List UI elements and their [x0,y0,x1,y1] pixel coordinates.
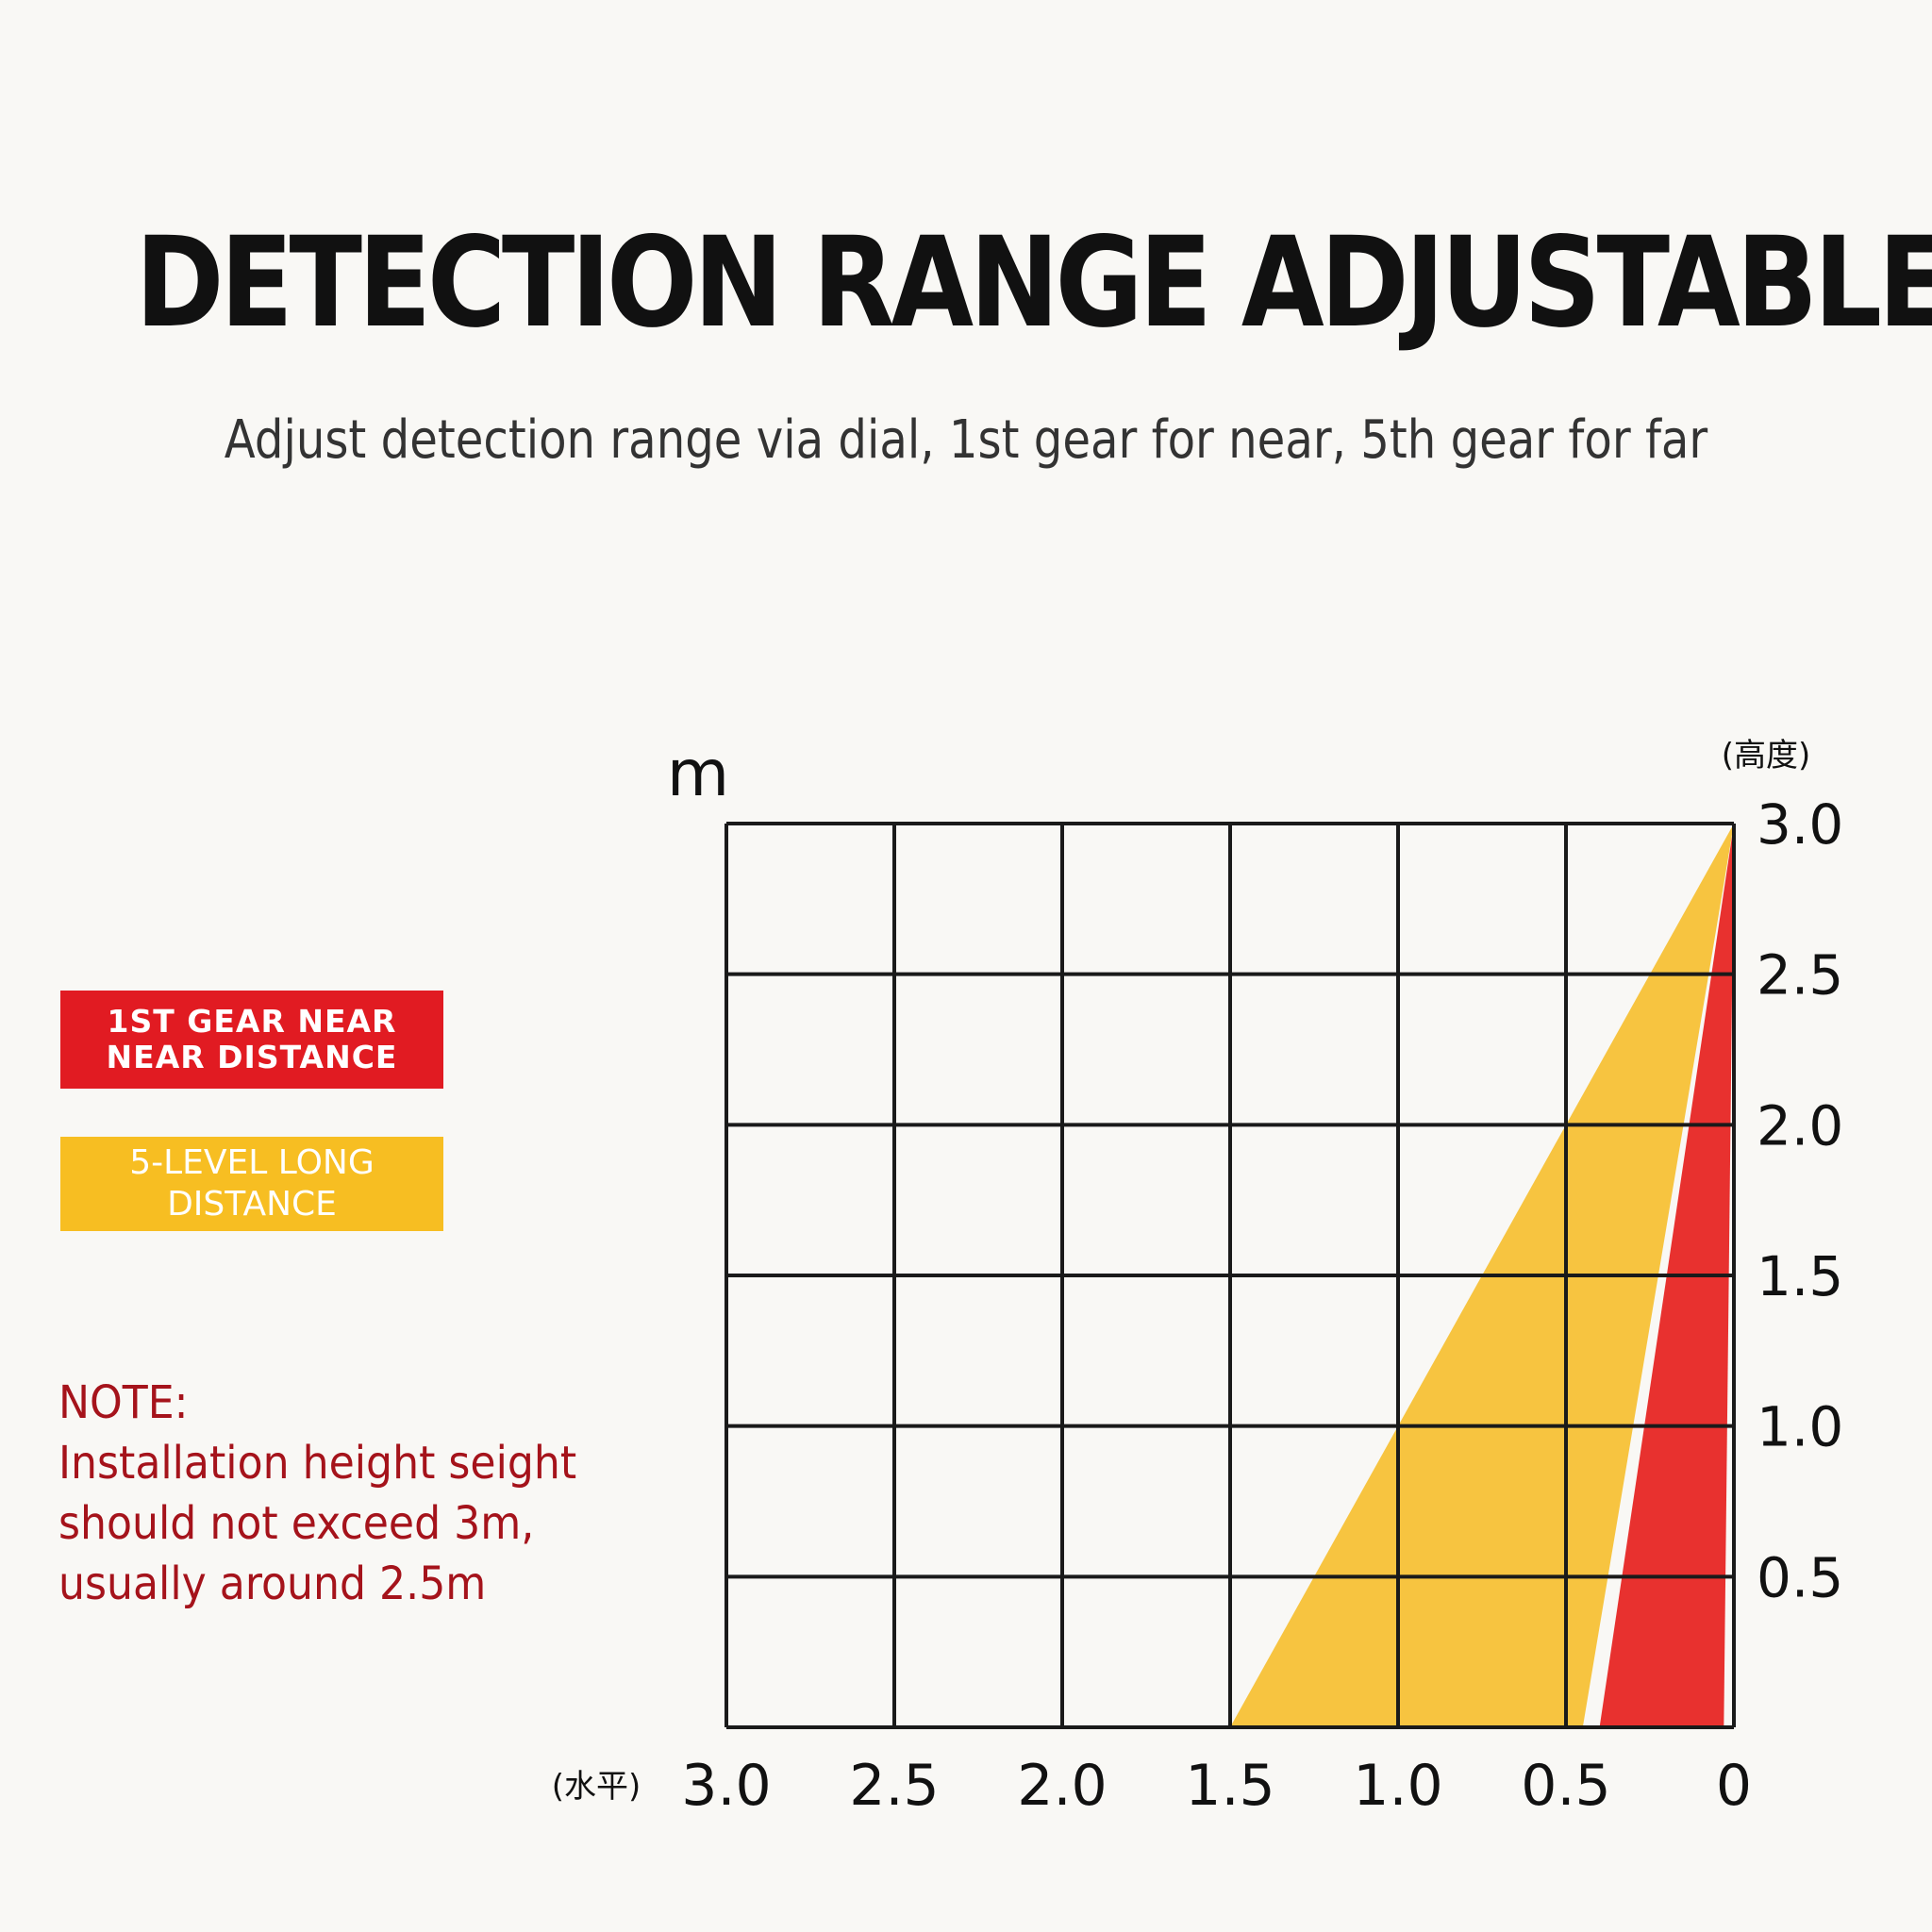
x-tick-label: 1.0 [1353,1753,1442,1819]
x-tick-label: 0.5 [1521,1753,1610,1819]
x-tick-label: 1.5 [1185,1753,1274,1819]
x-axis-label: (水平) [552,1768,641,1806]
legend-long-distance: 5-LEVEL LONG DISTANCE [60,1137,443,1231]
note-text: Installation height seight should not ex… [58,1437,577,1610]
legend-far-line1: 5-LEVEL LONG [129,1143,375,1182]
x-tick-label: 0 [1716,1753,1752,1819]
y-tick-label: 0.5 [1757,1545,1843,1609]
installation-note: NOTE: Installation height seight should … [58,1373,614,1614]
legend-near-line2: NEAR DISTANCE [106,1039,398,1075]
unit-label: m [667,737,729,811]
y-axis-ticks: 3.0 2.5 2.0 1.5 1.0 0.5 [1757,792,1843,1609]
x-axis-ticks: 3.0 2.5 2.0 1.5 1.0 0.5 0 [681,1753,1752,1819]
legend-near-line1: 1ST GEAR NEAR [107,1003,397,1040]
y-tick-label: 1.5 [1757,1244,1843,1308]
page-title: DETECTION RANGE ADJUSTABLE [135,210,1932,356]
y-tick-label: 2.5 [1757,943,1843,1008]
page-subtitle: Adjust detection range via dial, 1st gea… [224,409,1708,471]
y-tick-label: 1.0 [1757,1395,1843,1459]
y-axis-label: (高度) [1722,737,1811,774]
chart-grid [724,822,1736,1729]
legend-near-distance: 1ST GEAR NEAR NEAR DISTANCE [60,991,443,1089]
y-tick-label: 2.0 [1757,1093,1843,1158]
x-tick-label: 2.5 [849,1753,939,1819]
x-tick-label: 3.0 [681,1753,771,1819]
note-title: NOTE: [58,1376,189,1429]
y-tick-label: 3.0 [1757,792,1843,857]
x-tick-label: 2.0 [1017,1753,1107,1819]
legend-far-line2: DISTANCE [167,1185,337,1224]
